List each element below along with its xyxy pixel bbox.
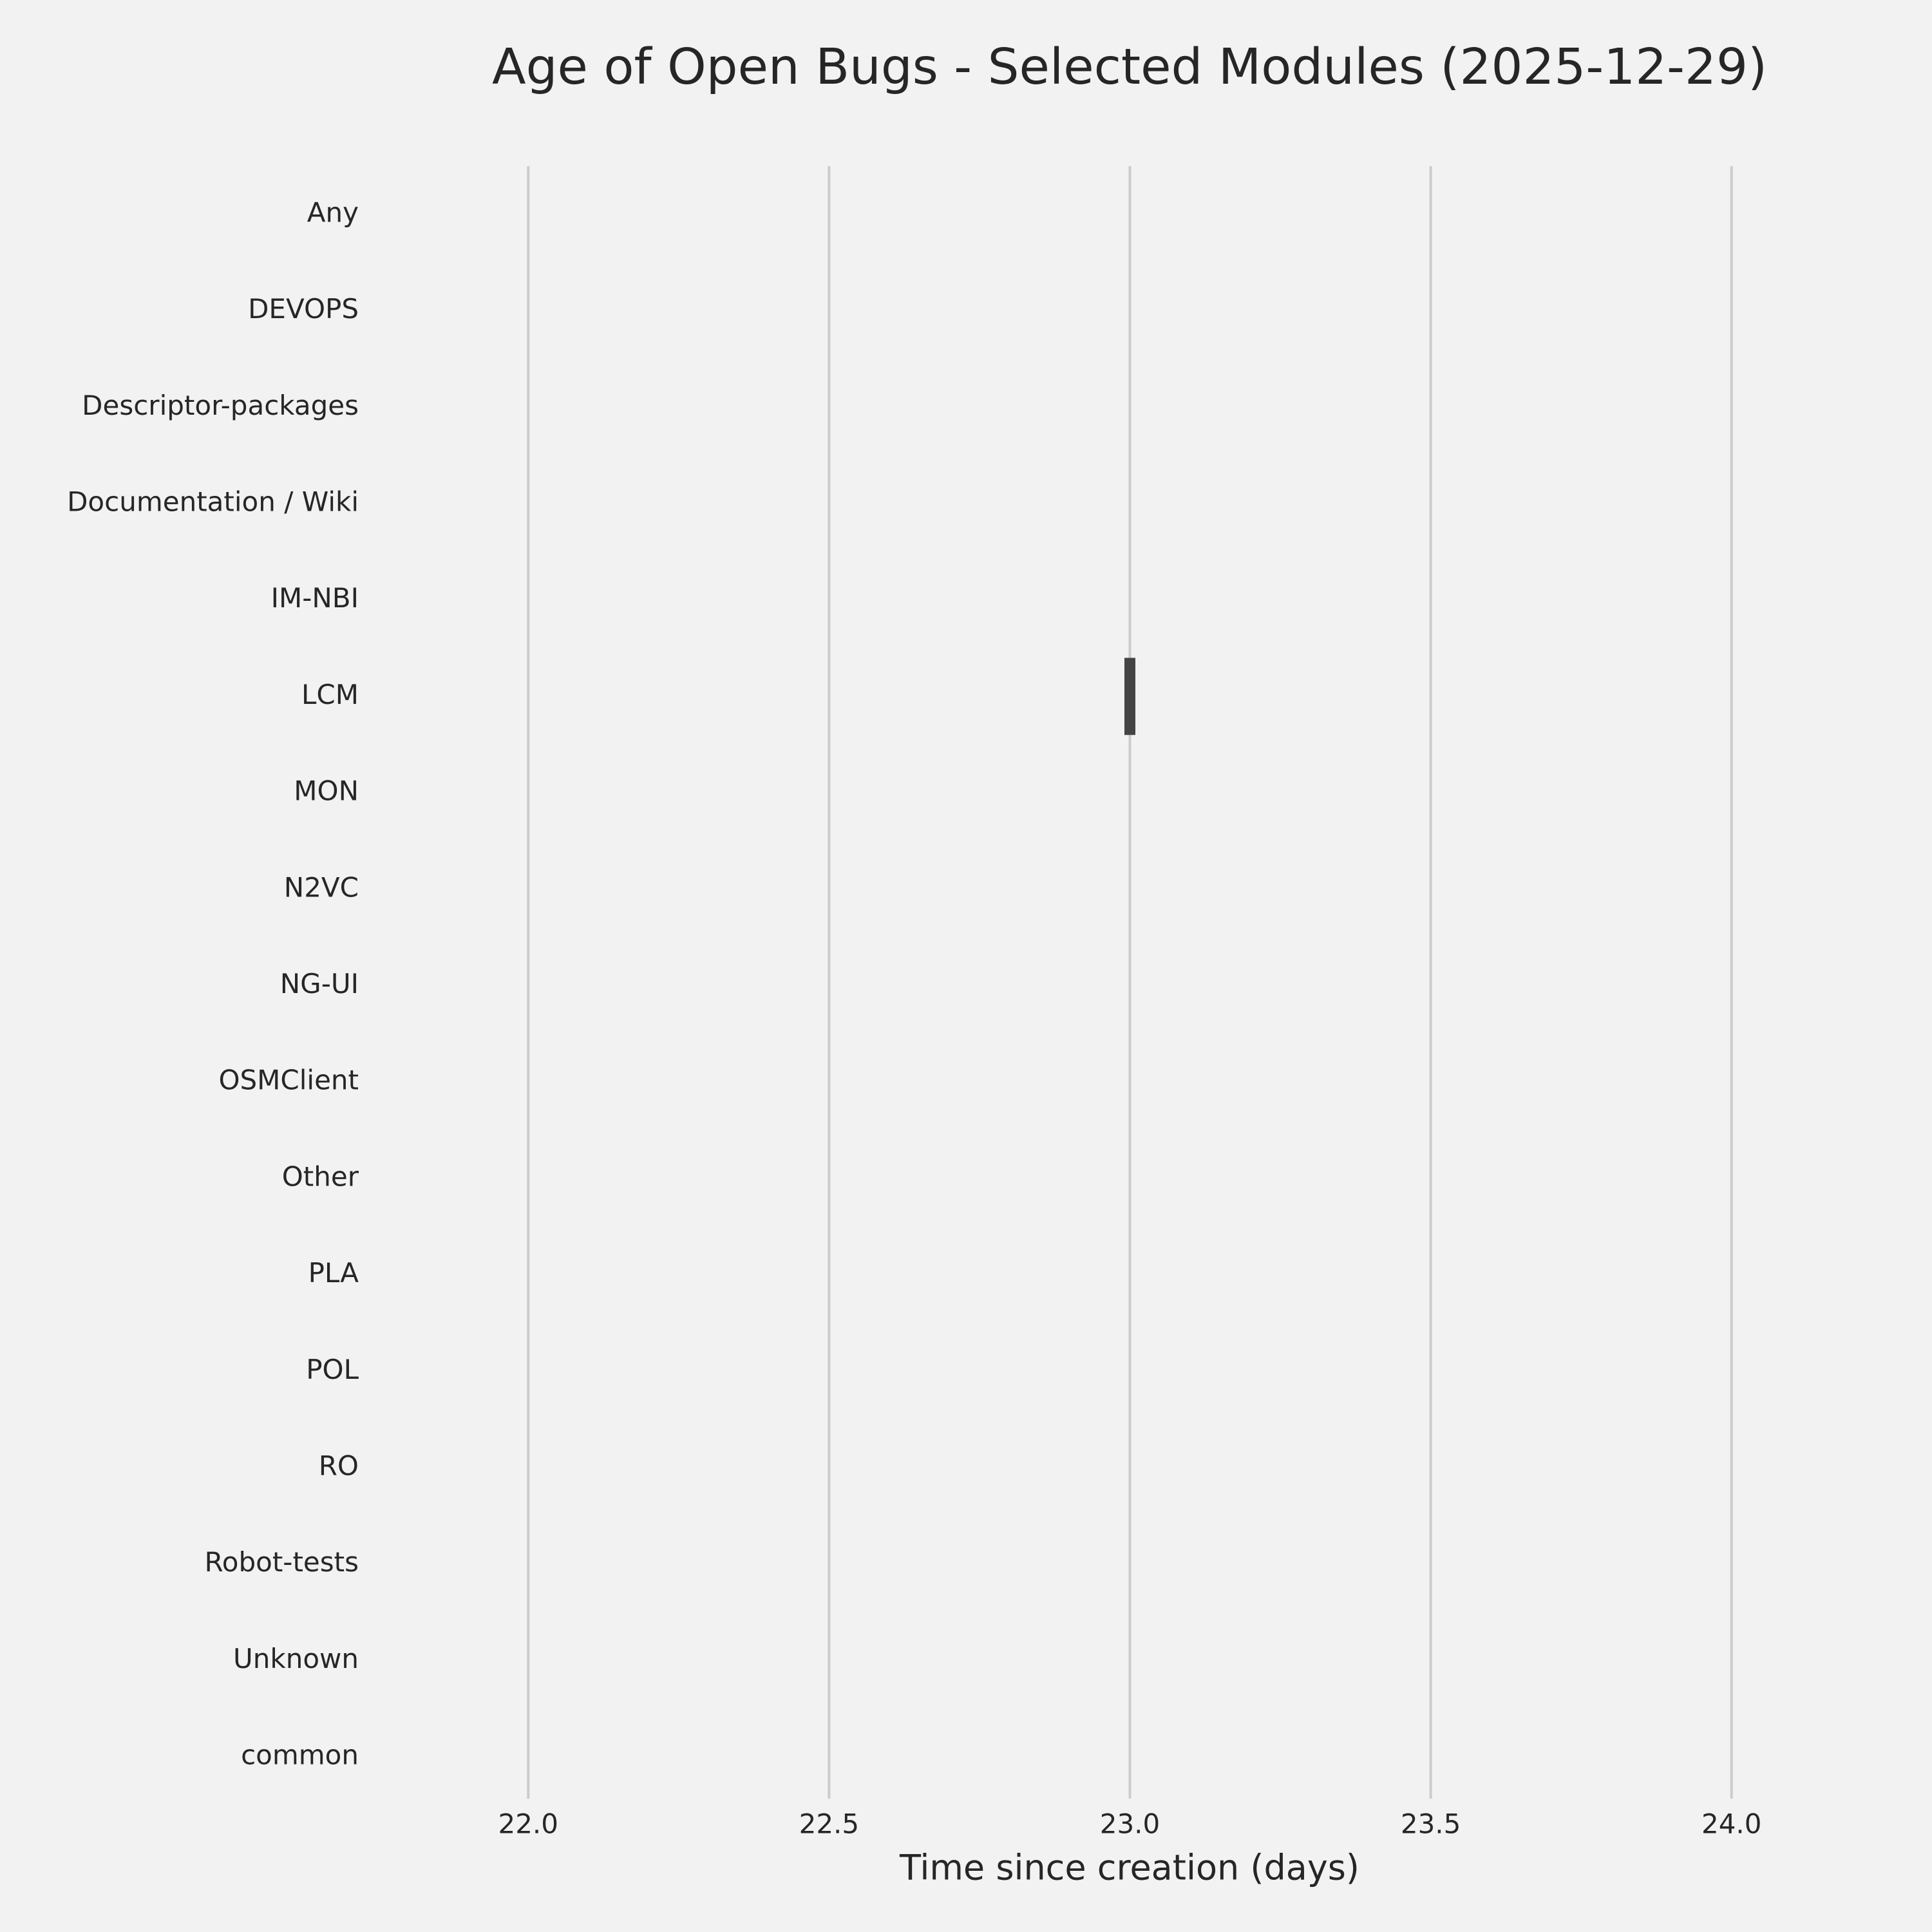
y-tick-label: common — [241, 1739, 359, 1771]
y-tick-label: Robot-tests — [204, 1546, 359, 1578]
x-tick-label: 24.0 — [1701, 1808, 1762, 1840]
y-tick-label: N2VC — [284, 871, 359, 903]
y-tick-label: IM-NBI — [271, 582, 359, 614]
x-tick-label: 22.5 — [799, 1808, 860, 1840]
y-tick-label: Other — [282, 1160, 359, 1192]
y-tick-label: OSMClient — [218, 1065, 359, 1096]
y-tick-label: RO — [319, 1450, 359, 1482]
y-tick-label: NG-UI — [280, 968, 359, 999]
y-tick-label: DEVOPS — [248, 293, 359, 325]
chart-title: Age of Open Bugs - Selected Modules (202… — [492, 39, 1767, 96]
x-tick-label: 22.0 — [498, 1808, 558, 1840]
y-tick-label: MON — [294, 775, 359, 807]
x-tick-label: 23.0 — [1100, 1808, 1160, 1840]
y-tick-label: Any — [307, 196, 359, 228]
y-tick-label: POL — [306, 1354, 359, 1385]
y-tick-label: LCM — [301, 679, 359, 710]
y-tick-label: Unknown — [233, 1643, 359, 1674]
y-tick-label: Documentation / Wiki — [67, 486, 359, 517]
y-tick-label: Descriptor-packages — [82, 390, 359, 421]
box — [1124, 658, 1135, 735]
x-tick-label: 23.5 — [1401, 1808, 1461, 1840]
x-axis-label: Time since creation (days) — [899, 1848, 1359, 1888]
y-tick-label: PLA — [308, 1257, 359, 1289]
